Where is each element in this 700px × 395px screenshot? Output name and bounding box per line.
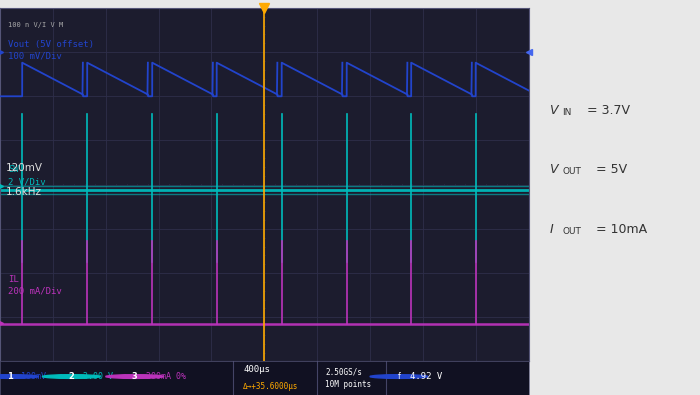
Text: 1: 1 (6, 372, 13, 381)
Text: V: V (550, 164, 558, 176)
Text: f: f (398, 372, 400, 381)
Text: 200mA 0%: 200mA 0% (146, 372, 186, 381)
Text: 120mV: 120mV (6, 163, 43, 173)
Text: V: V (550, 104, 558, 117)
Text: ÷: ÷ (57, 372, 65, 382)
Text: 3: 3 (132, 372, 138, 381)
Text: 400μs: 400μs (243, 365, 270, 374)
Text: 2.00 V: 2.00 V (83, 372, 113, 381)
Text: Δ→+35.6000μs: Δ→+35.6000μs (243, 382, 299, 391)
Text: 2: 2 (69, 372, 74, 381)
Text: SW
2 V/Div: SW 2 V/Div (8, 165, 46, 186)
Text: = 3.7V: = 3.7V (583, 104, 630, 117)
Circle shape (106, 375, 164, 378)
Text: 2.50GS/s
10M points: 2.50GS/s 10M points (325, 368, 371, 389)
Text: Vout (5V offset)
100 mV/Div: Vout (5V offset) 100 mV/Div (8, 40, 94, 60)
Circle shape (370, 375, 428, 378)
Text: IN: IN (562, 108, 571, 117)
Text: OUT: OUT (562, 227, 581, 235)
Text: IL
200 mA/Div: IL 200 mA/Div (8, 275, 62, 295)
Text: ÷: ÷ (120, 372, 129, 382)
Text: = 5V: = 5V (592, 164, 626, 176)
Text: 4.92 V: 4.92 V (410, 372, 442, 381)
Text: OUT: OUT (562, 167, 581, 176)
Text: 100mV: 100mV (21, 372, 46, 381)
Circle shape (42, 375, 100, 378)
Text: 1.6kHz: 1.6kHz (6, 186, 41, 197)
Text: = 10mA: = 10mA (592, 223, 647, 235)
Text: 100 n V/I V M: 100 n V/I V M (8, 22, 63, 28)
Circle shape (0, 375, 38, 378)
Text: I: I (550, 223, 553, 235)
